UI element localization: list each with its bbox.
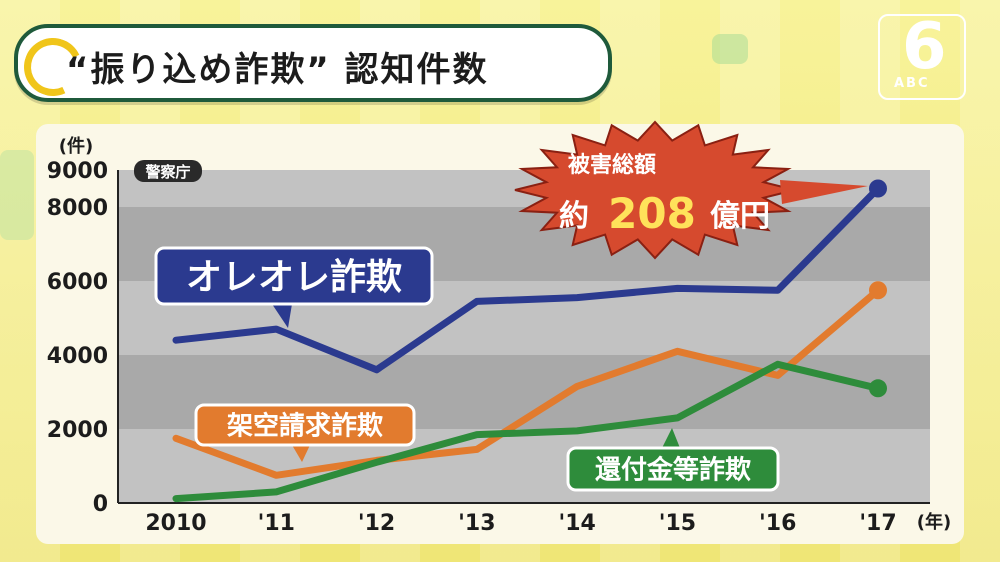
- damage-total-heading: 被害総額: [568, 152, 656, 178]
- y-tick-label: 2000: [47, 418, 108, 443]
- y-tick-label: 0: [93, 492, 108, 517]
- x-tick-label: 2010: [145, 511, 206, 536]
- channel-logo-text: ABC: [894, 76, 930, 91]
- series-label-pointer: [272, 304, 292, 328]
- x-tick-label: '14: [558, 511, 595, 536]
- source-badge: [134, 160, 202, 182]
- series-label-pointer: [292, 445, 310, 462]
- damage-total-amount: 208: [608, 189, 696, 238]
- x-tick-label: '15: [659, 511, 696, 536]
- channel-logo-number: 6: [902, 10, 947, 84]
- damage-total-suffix: 億円: [710, 199, 770, 234]
- series-end-marker: [869, 379, 887, 398]
- decor-square: [712, 34, 748, 64]
- series-label-pointer: [662, 428, 680, 448]
- damage-burst-pointer: [780, 180, 868, 204]
- channel-logo: 6 ABC: [878, 10, 966, 100]
- y-tick-label: 9000: [47, 159, 108, 184]
- title-bar: “振り込め詐欺” 認知件数: [14, 24, 612, 105]
- x-tick-label: '13: [458, 511, 495, 536]
- page-title: “振り込め詐欺” 認知件数: [66, 50, 489, 90]
- series-label-kanpu: 還付金等詐欺: [595, 454, 751, 485]
- series-end-marker: [869, 281, 887, 300]
- series-label-kakuu: 架空請求詐欺: [227, 410, 383, 441]
- damage-burst: [514, 120, 796, 260]
- y-tick-label: 8000: [47, 196, 108, 221]
- series-end-marker: [869, 179, 887, 198]
- y-unit-label: (件): [59, 135, 93, 157]
- x-tick-label: '11: [258, 511, 295, 536]
- series-label-box: [154, 246, 434, 306]
- series-line-oreore: [172, 185, 882, 374]
- y-tick-label: 4000: [47, 344, 108, 369]
- series-label-box: [194, 403, 416, 447]
- x-tick-label: '17: [859, 511, 896, 536]
- x-tick-label: '12: [358, 511, 395, 536]
- source-label: 警察庁: [144, 163, 190, 181]
- y-tick-label: 6000: [47, 270, 108, 295]
- series-line-kanpu: [172, 360, 882, 503]
- x-unit-label: (年): [917, 511, 951, 533]
- x-tick-label: '16: [759, 511, 796, 536]
- decor-square: [0, 150, 34, 240]
- series-label-box: [566, 446, 780, 492]
- damage-total-prefix: 約: [559, 199, 589, 234]
- series-label-oreore: オレオレ詐欺: [186, 257, 402, 298]
